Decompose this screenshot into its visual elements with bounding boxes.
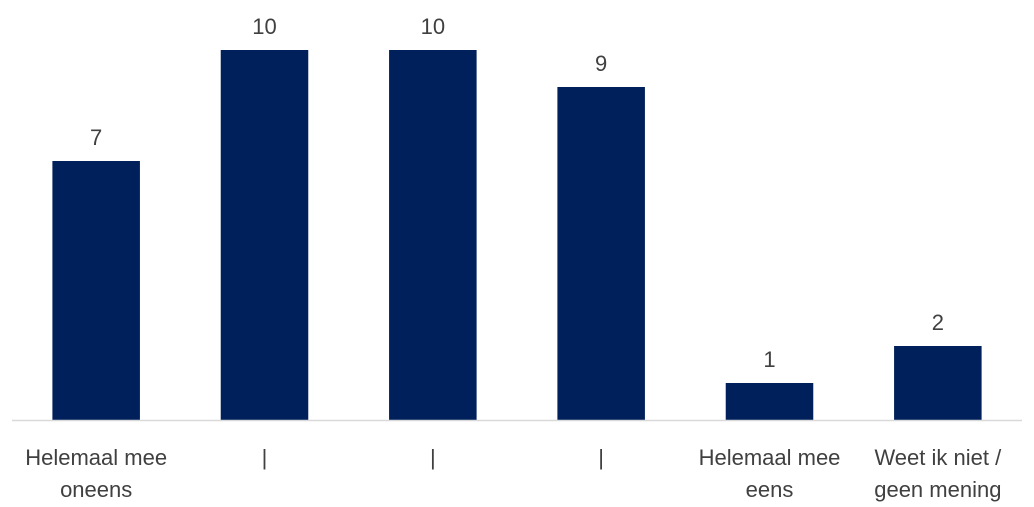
category-label: Helemaal mee eens <box>699 445 841 502</box>
bar-value-label: 7 <box>90 125 102 150</box>
category-label: Helemaal mee oneens <box>25 445 167 502</box>
category-label: | <box>262 445 268 470</box>
category-label: | <box>598 445 604 470</box>
category-labels-group: Helemaal mee oneens | | | Helemaal mee eens Wee… <box>25 445 1002 502</box>
bar <box>389 50 477 420</box>
bar <box>220 50 309 420</box>
bar-value-label: 1 <box>763 347 775 372</box>
bar-value-label: 10 <box>421 14 445 39</box>
value-labels-group: 7 10 10 9 1 2 <box>90 14 944 372</box>
category-label: Weet ik niet / geen mening <box>874 445 1002 502</box>
bar-value-label: 10 <box>252 14 276 39</box>
bar-value-label: 2 <box>932 310 944 335</box>
bar <box>52 161 140 420</box>
bar <box>725 383 814 420</box>
bar <box>557 87 645 420</box>
category-label: | <box>430 445 436 470</box>
bars-group <box>52 50 982 420</box>
bar <box>894 346 982 420</box>
bar-value-label: 9 <box>595 51 607 76</box>
